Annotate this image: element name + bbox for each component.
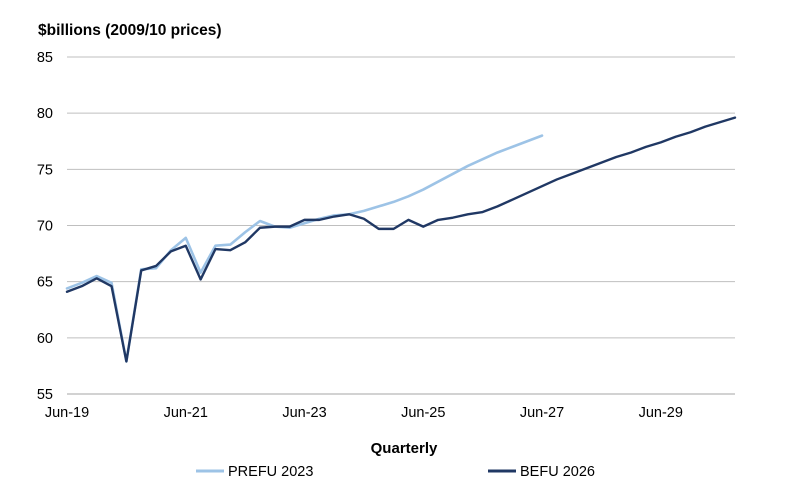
series-line-befu-2026 — [65, 116, 737, 363]
x-tick-label: Jun-25 — [401, 405, 445, 421]
y-axis-title: $billions (2009/10 prices) — [38, 22, 222, 39]
y-tick-label: 70 — [37, 219, 53, 235]
series-lines — [65, 116, 737, 363]
y-tick-label: 75 — [37, 162, 53, 178]
x-tick-label: Jun-19 — [45, 405, 89, 421]
x-tick-labels: Jun-19 Jun-21 Jun-23 Jun-25 Jun-27 Jun-29 — [45, 405, 683, 421]
y-tick-label: 85 — [37, 50, 53, 66]
legend: PREFU 2023 BEFU 2026 — [196, 464, 595, 480]
x-tick-label: Jun-29 — [639, 405, 683, 421]
y-tick-label: 60 — [37, 331, 53, 347]
x-tick-label: Jun-27 — [520, 405, 564, 421]
x-tick-label: Jun-21 — [164, 405, 208, 421]
legend-label-prefu-2023: PREFU 2023 — [228, 464, 313, 480]
gridlines — [67, 56, 735, 395]
x-axis-title: Quarterly — [371, 440, 438, 457]
x-tick-label: Jun-23 — [282, 405, 326, 421]
y-tick-label: 65 — [37, 275, 53, 291]
y-tick-label: 55 — [37, 387, 53, 403]
y-tick-label: 80 — [37, 106, 53, 122]
legend-label-befu-2026: BEFU 2026 — [520, 464, 595, 480]
y-tick-labels: 55 60 65 70 75 80 85 — [37, 50, 53, 403]
